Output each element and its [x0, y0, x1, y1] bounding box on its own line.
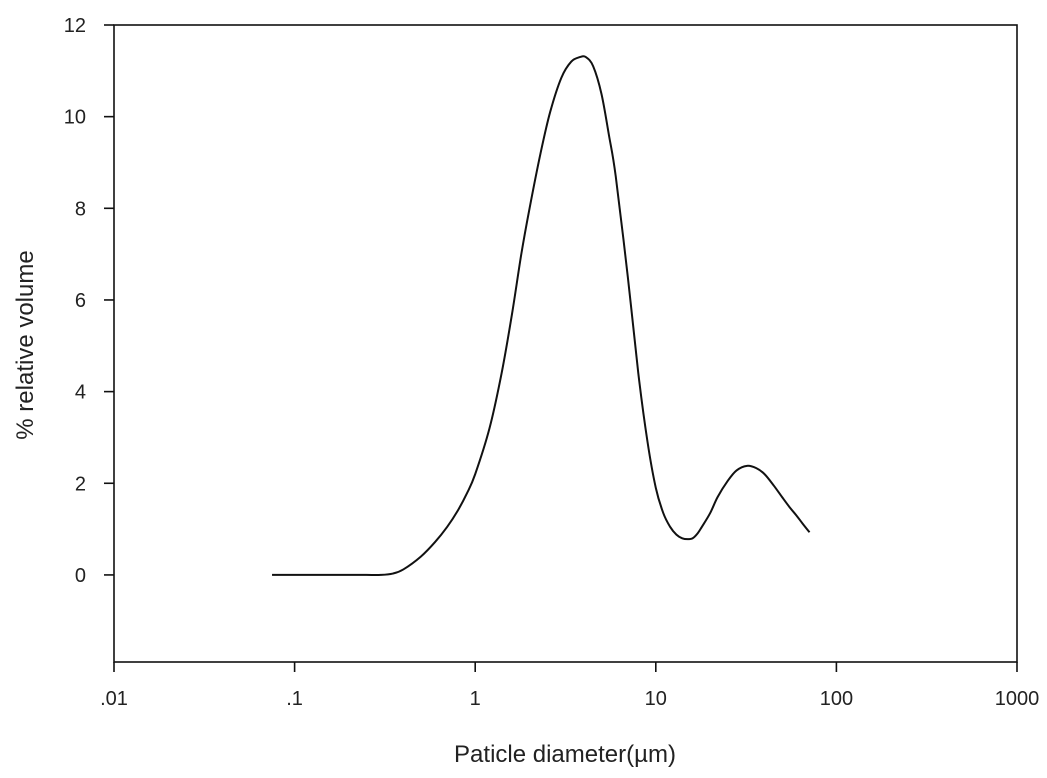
y-tick-label: 6: [75, 290, 86, 312]
y-axis-ticks: 0 2 4 6 8 10 12: [64, 15, 114, 587]
y-tick-label: 0: [75, 565, 86, 587]
x-tick-label: 1: [470, 688, 481, 710]
y-tick-label: 8: [75, 198, 86, 220]
x-tick-label: 10: [645, 688, 667, 710]
x-tick-label: .1: [286, 688, 303, 710]
x-tick-label: .01: [100, 688, 128, 710]
y-tick-label: 12: [64, 15, 86, 37]
plot-frame: [113, 24, 1018, 663]
y-tick-label: 2: [75, 473, 86, 495]
series-line: [272, 55, 811, 577]
x-axis-title: Paticle diameter(µm): [454, 741, 676, 768]
y-axis-title: % relative volume: [12, 250, 39, 439]
x-tick-label: 100: [820, 688, 853, 710]
x-axis-ticks: .01 .1 1 10 100 1000: [100, 662, 1039, 710]
y-tick-label: 4: [75, 382, 86, 404]
x-tick-label: 1000: [995, 688, 1040, 710]
y-tick-label: 10: [64, 107, 86, 129]
